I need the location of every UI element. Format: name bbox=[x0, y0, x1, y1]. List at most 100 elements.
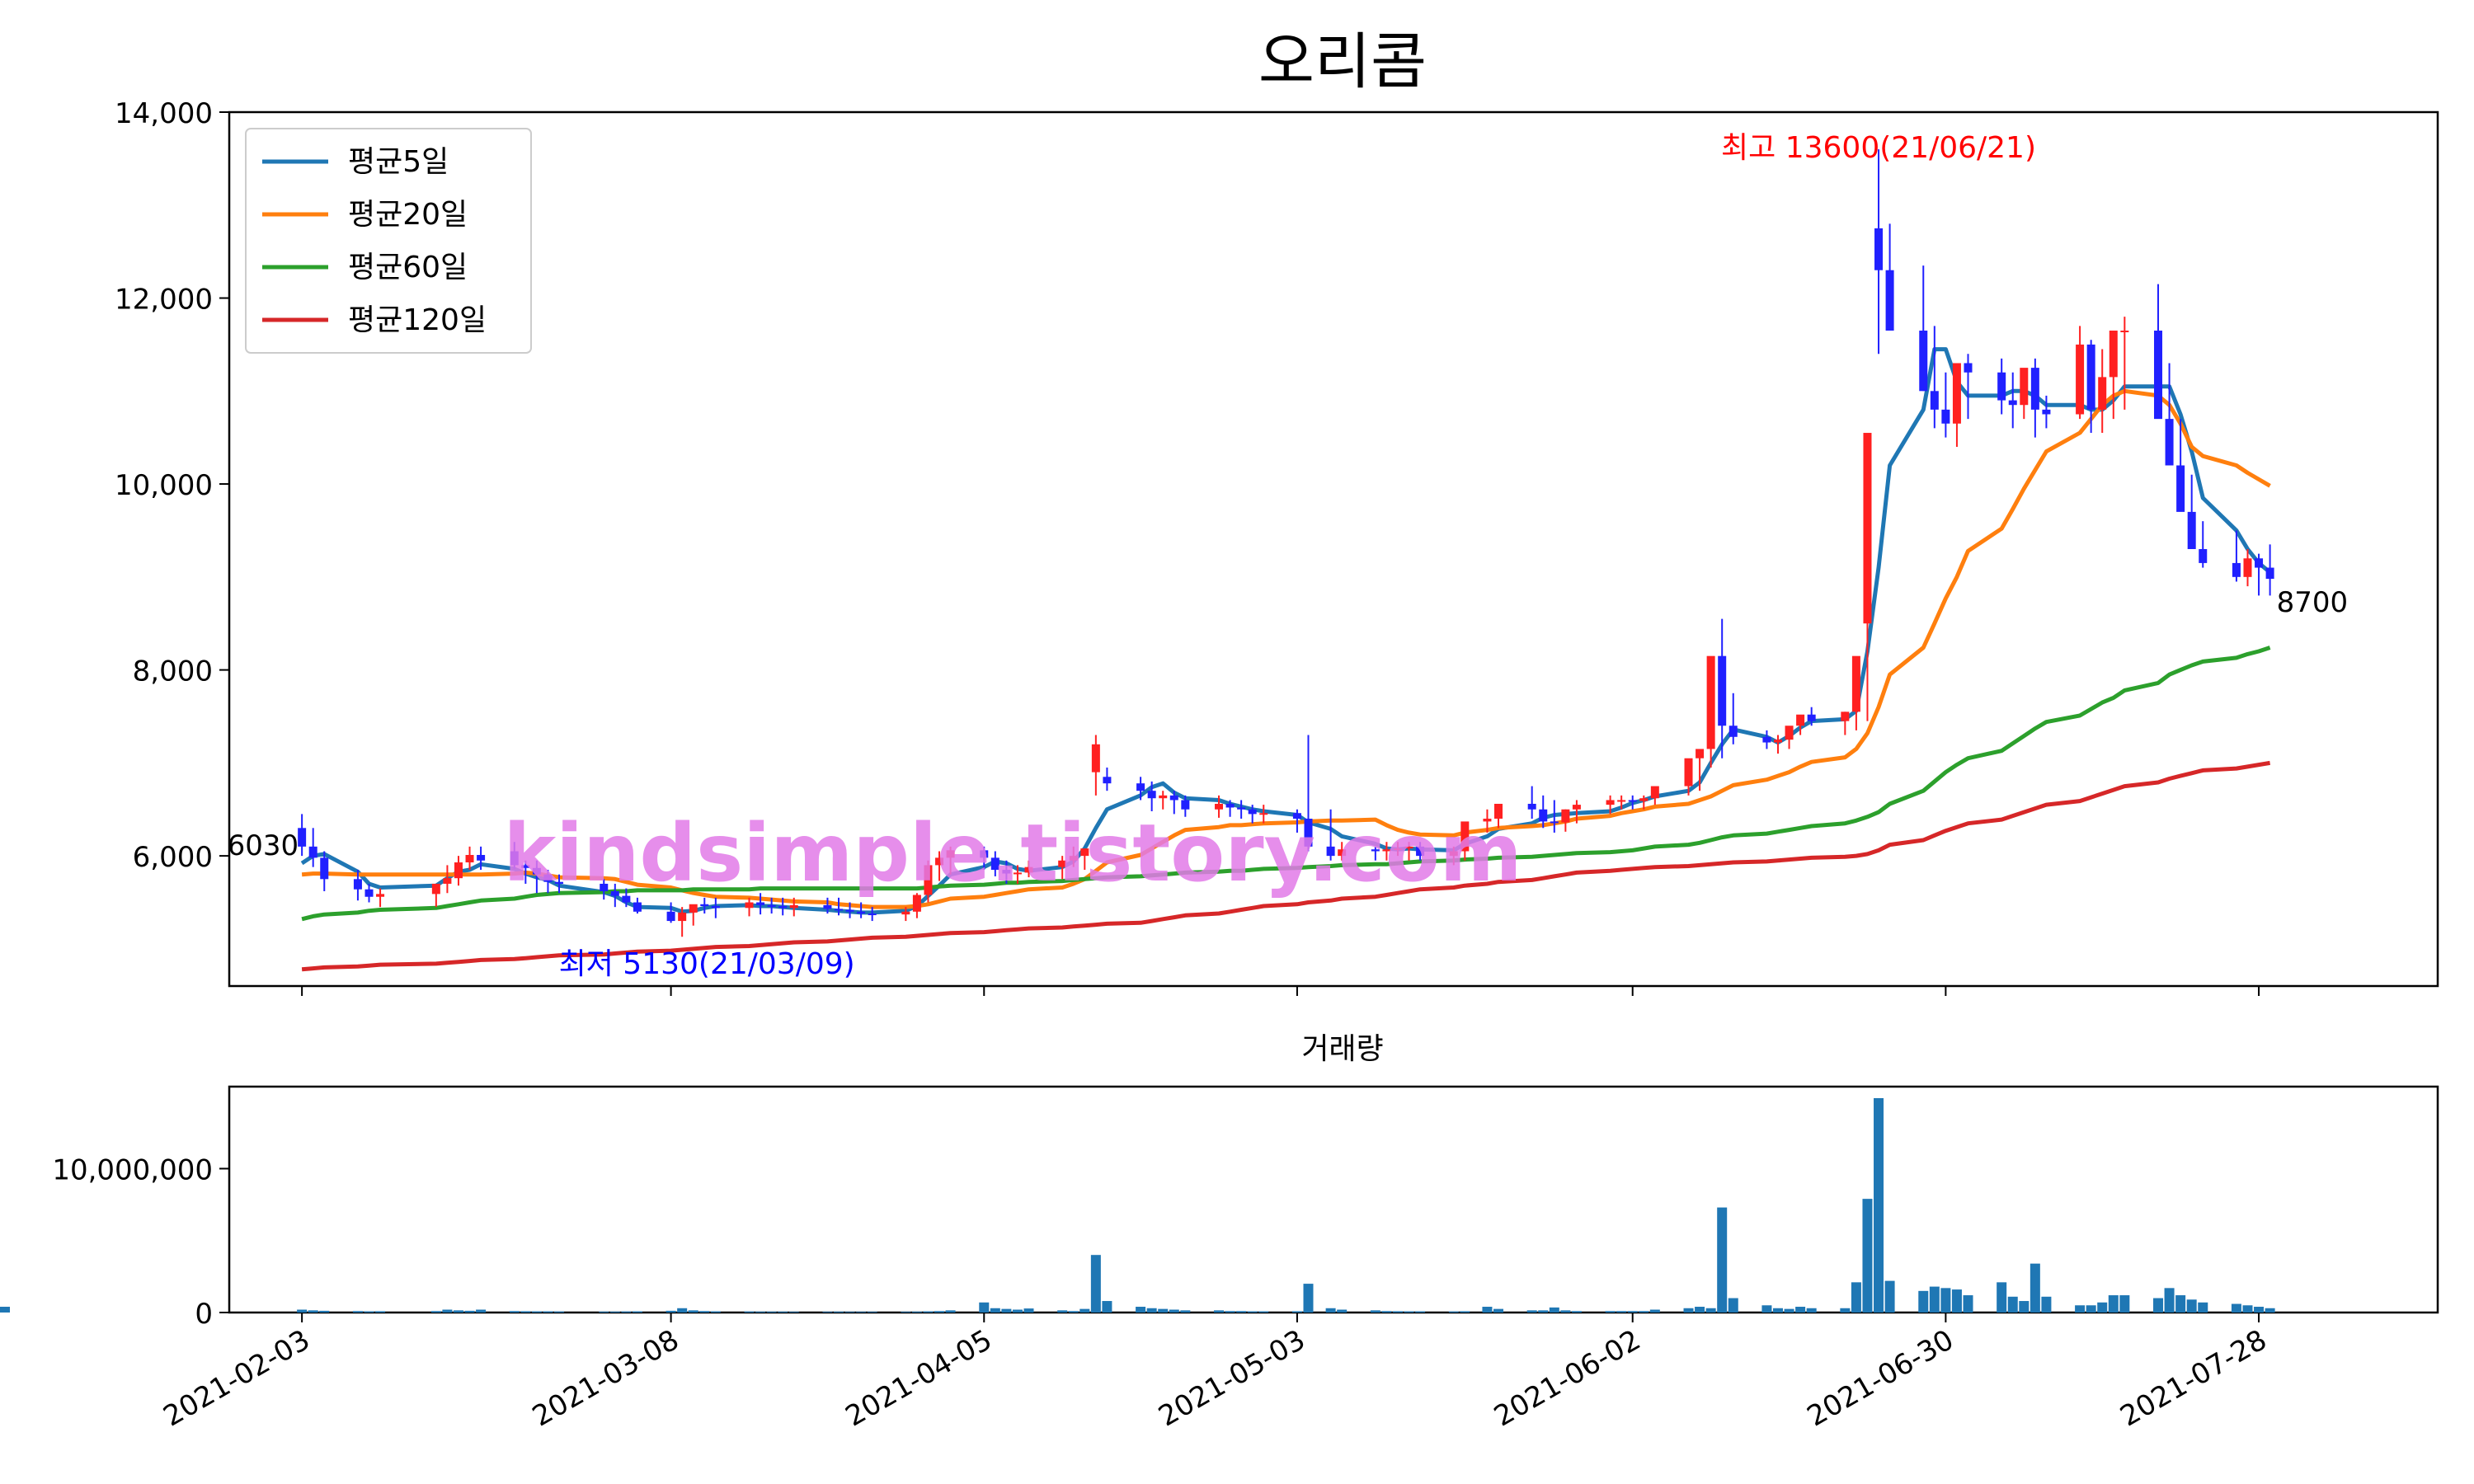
moving-average-lines bbox=[300, 347, 2272, 972]
volume-bar bbox=[1068, 1311, 1079, 1313]
candle-body bbox=[1404, 846, 1413, 849]
volume-x-tick-label: 2021-06-02 bbox=[1489, 1323, 1646, 1433]
candle-body bbox=[1304, 819, 1313, 847]
volume-bar bbox=[1705, 1308, 1716, 1313]
volume-bar bbox=[1291, 1311, 1302, 1313]
volume-bar bbox=[788, 1312, 799, 1313]
volume-bar bbox=[1717, 1207, 1728, 1313]
volume-bar bbox=[1057, 1310, 1068, 1313]
volume-bar bbox=[2242, 1305, 2253, 1313]
candle-body bbox=[1058, 860, 1067, 867]
volume-bar bbox=[1784, 1308, 1794, 1313]
candle-body bbox=[1013, 872, 1022, 875]
candle-body bbox=[376, 894, 385, 897]
candle-body bbox=[1606, 800, 1615, 805]
candle-body bbox=[901, 911, 910, 915]
volume-bar bbox=[867, 1312, 877, 1313]
candle-body bbox=[622, 895, 631, 903]
candle-body bbox=[365, 889, 374, 897]
candle-body bbox=[924, 865, 933, 895]
volume-bar bbox=[1728, 1298, 1738, 1313]
volume-bar bbox=[1415, 1311, 1426, 1313]
candle-body bbox=[2042, 409, 2051, 415]
candle-body bbox=[834, 909, 843, 911]
volume-bar bbox=[2097, 1302, 2108, 1313]
volume-bar bbox=[2164, 1288, 2175, 1313]
volume-y-axis: 0 10,000,000 bbox=[52, 1153, 229, 1331]
price-x-ticks bbox=[301, 986, 2260, 996]
volume-bar bbox=[2075, 1305, 2086, 1313]
candle-body bbox=[1159, 795, 1168, 799]
price-y-tick-label: 14,000 bbox=[115, 97, 213, 130]
volume-bar bbox=[911, 1311, 922, 1313]
volume-bar bbox=[1616, 1311, 1627, 1313]
candle-body bbox=[353, 879, 362, 890]
volume-bar bbox=[599, 1311, 609, 1313]
candle-body bbox=[1841, 711, 1850, 721]
candle-body bbox=[308, 846, 317, 858]
candle-body bbox=[1785, 726, 1794, 740]
volume-bar bbox=[1627, 1311, 1638, 1313]
volume-bar bbox=[543, 1311, 553, 1313]
candle-body bbox=[1225, 803, 1235, 808]
volume-bar bbox=[1337, 1309, 1348, 1313]
volume-bar bbox=[844, 1312, 855, 1313]
candle-body bbox=[1136, 783, 1145, 791]
candle-body bbox=[1729, 726, 1738, 737]
volume-bar bbox=[1997, 1282, 2007, 1313]
volume-bar bbox=[1404, 1311, 1414, 1313]
volume-bar bbox=[688, 1310, 698, 1313]
candle-body bbox=[789, 904, 798, 909]
candle-body bbox=[980, 850, 989, 858]
legend-entry: 평균120일 bbox=[348, 303, 487, 337]
volume-bar bbox=[1180, 1310, 1191, 1313]
candle-body bbox=[868, 913, 877, 916]
volume-bar bbox=[352, 1311, 363, 1313]
candle-body bbox=[1628, 800, 1637, 802]
volume-bar bbox=[1874, 1097, 1884, 1313]
candle-body bbox=[2076, 344, 2085, 415]
volume-bar bbox=[1493, 1308, 1504, 1313]
volume-bar bbox=[1370, 1310, 1380, 1313]
volume-bar bbox=[1448, 1311, 1459, 1313]
candle-body bbox=[756, 902, 765, 905]
volume-x-tick-label: 2021-05-03 bbox=[1153, 1323, 1310, 1433]
volume-bar bbox=[1560, 1310, 1571, 1313]
candle-body bbox=[666, 911, 675, 922]
volume-bar bbox=[833, 1311, 844, 1313]
volume-bar bbox=[1929, 1286, 1940, 1313]
candle-body bbox=[845, 909, 854, 912]
volume-bar bbox=[1605, 1311, 1616, 1313]
volume-bar bbox=[2265, 1308, 2275, 1313]
volume-bar bbox=[2030, 1263, 2040, 1313]
candle-body bbox=[700, 904, 709, 907]
candle-body bbox=[633, 902, 642, 912]
volume-bar bbox=[2254, 1307, 2265, 1313]
first-close-annotation: 6030 bbox=[228, 829, 299, 862]
volume-bar bbox=[430, 1311, 441, 1313]
candle-body bbox=[1561, 809, 1570, 823]
volume-panel: 거래량 010,000,000 2021-02-03 2021-03-08 2021… bbox=[0, 1032, 2439, 1434]
volume-y-tick-label: 0 bbox=[195, 1298, 213, 1331]
candle-body bbox=[2109, 331, 2118, 378]
candle-body bbox=[1292, 813, 1301, 819]
volume-bar bbox=[1225, 1311, 1235, 1313]
legend-entry: 평균60일 bbox=[348, 251, 468, 284]
candle-body bbox=[1449, 851, 1458, 857]
volume-bar bbox=[2086, 1305, 2096, 1313]
candle-body bbox=[1483, 819, 1492, 822]
volume-bar bbox=[1247, 1311, 1258, 1313]
volume-bar bbox=[1695, 1307, 1705, 1313]
volume-bar bbox=[990, 1308, 1000, 1313]
volume-bar bbox=[2231, 1303, 2241, 1313]
candle-body bbox=[1617, 800, 1626, 802]
candle-body bbox=[1080, 848, 1089, 857]
legend-entry: 평균20일 bbox=[348, 198, 468, 232]
candle-body bbox=[443, 878, 452, 884]
volume-bar bbox=[364, 1311, 374, 1313]
volume-bar bbox=[621, 1311, 632, 1313]
volume-bar bbox=[1571, 1311, 1582, 1313]
candle-body bbox=[510, 851, 519, 866]
volume-bars bbox=[0, 1097, 2275, 1313]
